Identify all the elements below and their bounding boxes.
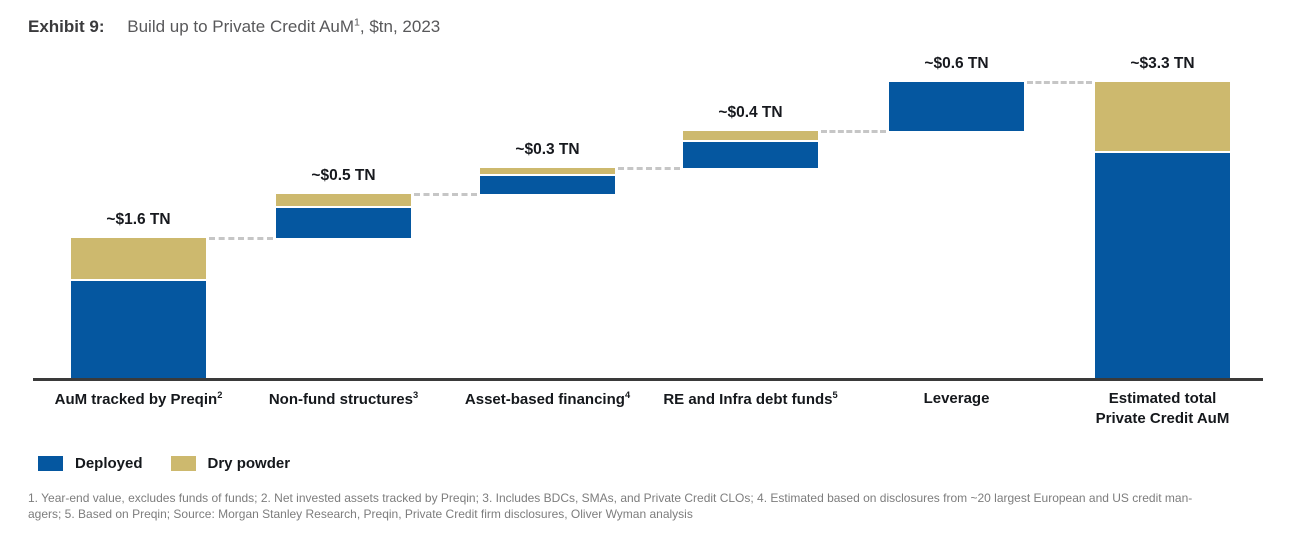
- bar-value-label: ~$0.4 TN: [718, 103, 783, 121]
- step-connector: [821, 129, 886, 133]
- waterfall-bar: [1095, 81, 1230, 380]
- deployed-legend-swatch: [38, 456, 63, 471]
- exhibit-label: Exhibit 9:: [28, 16, 105, 36]
- chart-title: Build up to Private Credit AuM1, $tn, 20…: [127, 16, 441, 36]
- category-footnote-marker: 3: [413, 390, 419, 400]
- bar-value-label: ~$1.6 TN: [106, 210, 171, 228]
- x-axis-line: [33, 378, 1263, 381]
- figure-header: Exhibit 9: Build up to Private Credit Au…: [28, 16, 440, 37]
- category-label: Estimated total Private Credit AuM: [1095, 390, 1230, 428]
- dry-powder-segment: [71, 237, 206, 281]
- category-footnote-marker: 2: [217, 390, 223, 400]
- step-connector: [414, 193, 477, 197]
- waterfall-bar: [889, 81, 1024, 131]
- bar-value-label: ~$0.6 TN: [924, 54, 989, 72]
- deployed-segment: [889, 81, 1024, 131]
- deployed-segment: [1095, 152, 1230, 380]
- step-connector: [209, 236, 273, 240]
- dry-powder-segment: [480, 167, 615, 176]
- dry-powder-segment: [1095, 81, 1230, 153]
- step-connector: [618, 166, 680, 170]
- bar-value-label: ~$3.3 TN: [1130, 54, 1195, 72]
- footnote-line-1: 1. Year-end value, excludes funds of fun…: [28, 491, 1193, 505]
- waterfall-bar: [71, 237, 206, 380]
- footnotes: 1. Year-end value, excludes funds of fun…: [28, 491, 1276, 523]
- waterfall-bar: [683, 130, 818, 168]
- category-label: Asset-based financing4: [464, 390, 631, 408]
- deployed-segment: [683, 141, 818, 168]
- category-footnote-marker: 5: [832, 390, 838, 400]
- footnote-line-2: agers; 5. Based on Preqin; Source: Morga…: [28, 506, 693, 521]
- deployed-segment: [480, 175, 615, 195]
- category-label: RE and Infra debt funds5: [663, 390, 838, 408]
- dry-powder-segment: [683, 130, 818, 142]
- dry-powder-legend-swatch: [170, 456, 196, 471]
- category-label: AuM tracked by Preqin2: [54, 390, 223, 408]
- deployed-segment: [71, 280, 206, 380]
- bar-value-label: ~$0.5 TN: [311, 167, 376, 185]
- category-footnote-marker: 4: [624, 390, 631, 400]
- step-connector: [1027, 80, 1092, 84]
- waterfall-bar: [480, 167, 615, 195]
- chart-legend: Deployed Dry powder: [38, 455, 318, 472]
- waterfall-bar: [276, 194, 411, 238]
- dry-powder-legend-label: Dry powder: [207, 455, 291, 472]
- dry-powder-segment: [276, 194, 411, 209]
- bar-value-label: ~$0.3 TN: [515, 140, 580, 158]
- deployed-segment: [276, 208, 411, 238]
- category-label: Non-fund structures3: [268, 390, 419, 408]
- deployed-legend-label: Deployed: [75, 455, 143, 472]
- title-footnote-marker: 1: [354, 16, 360, 28]
- category-label: Leverage: [923, 390, 990, 407]
